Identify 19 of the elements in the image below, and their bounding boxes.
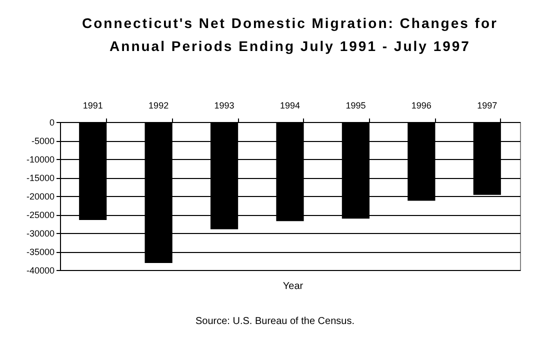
y-tick-label: -35000: [26, 247, 54, 257]
y-tick-label: -5000: [31, 136, 54, 146]
x-axis-title: Year: [282, 281, 304, 292]
y-tick-label: -10000: [26, 154, 54, 164]
x-tick-label: 1997: [477, 100, 498, 110]
x-tick-label: 1993: [214, 100, 234, 110]
x-tick-label: 1991: [82, 100, 103, 110]
y-tick-label: -20000: [26, 192, 54, 202]
y-tick-label: -30000: [26, 228, 54, 238]
source-note: Source: U.S. Bureau of the Census.: [194, 316, 356, 327]
y-tick-label: 0: [49, 118, 54, 128]
y-tick-label: -15000: [26, 173, 54, 183]
chart-title: Connecticut's Net Domestic Migration: Changes for Annual Periods Ending July 1991 - July 1997: [81, 14, 499, 56]
x-tick-label: 1994: [280, 100, 300, 110]
y-tick-label: -25000: [26, 210, 54, 220]
x-tick-label: 1996: [411, 100, 432, 110]
x-tick-label: 1992: [148, 100, 169, 110]
y-tick-label: -40000: [26, 266, 54, 276]
x-tick-label: 1995: [346, 100, 366, 110]
